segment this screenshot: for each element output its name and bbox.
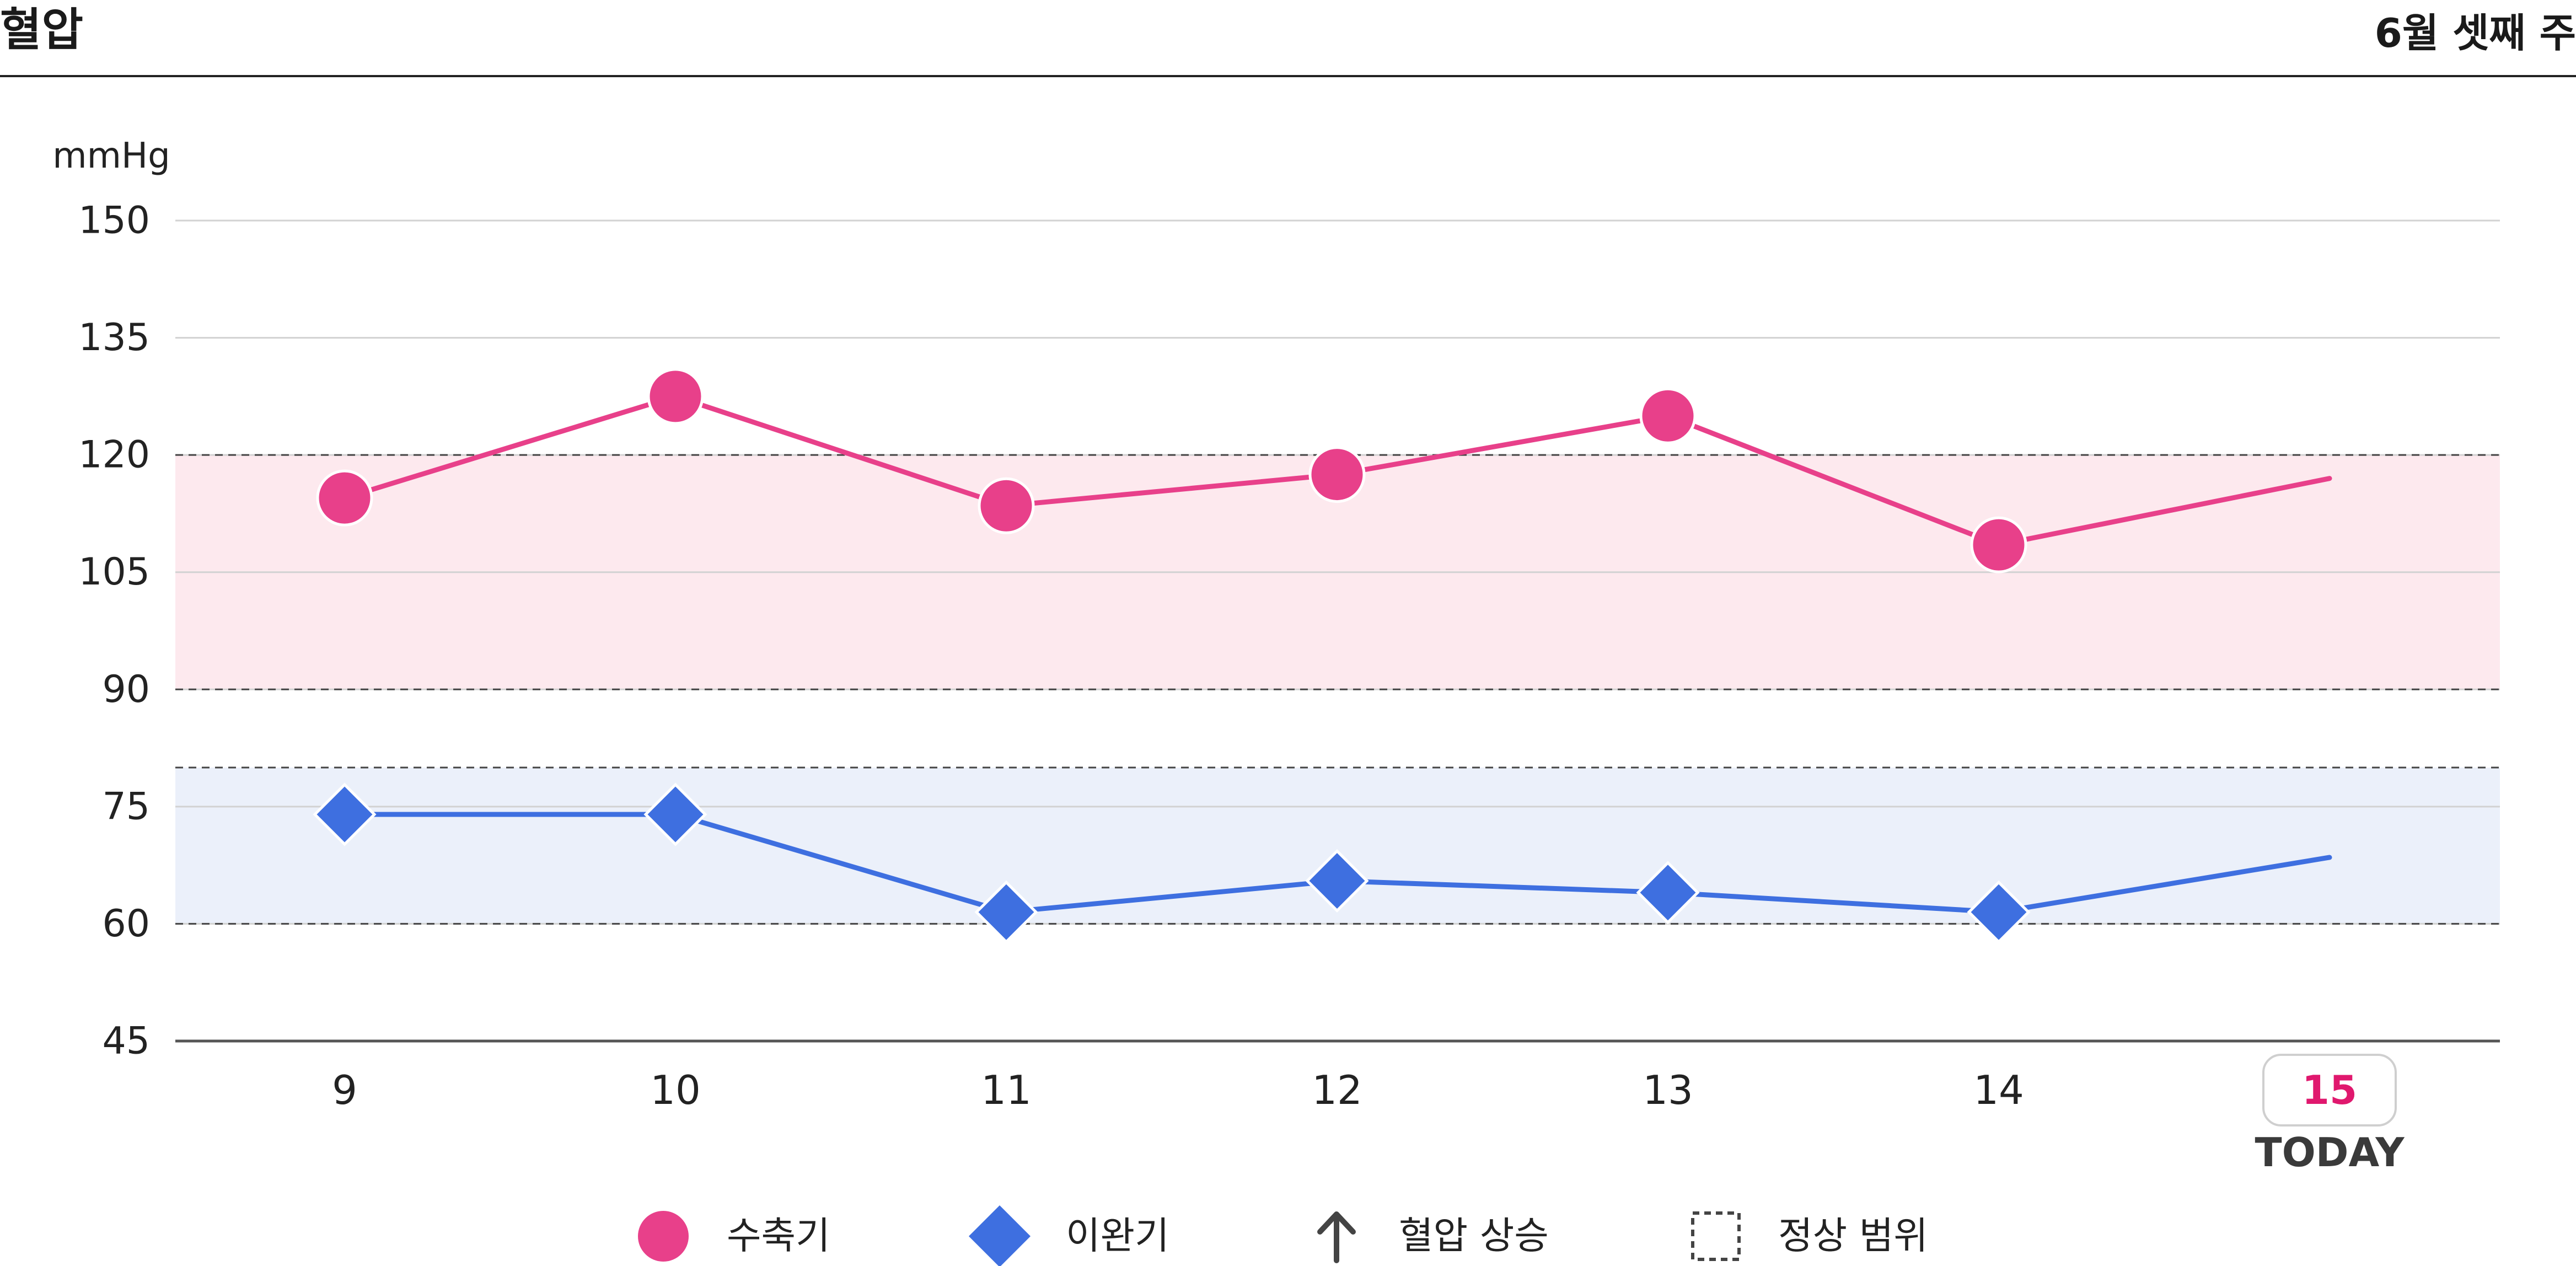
week-label: 6월 셋째 주 [2374, 10, 2576, 56]
legend-dashed-box-icon [1691, 1211, 1741, 1261]
unit-label: mmHg [52, 136, 170, 176]
y-tick-label: 135 [78, 316, 150, 360]
diastolic-point [1636, 861, 1700, 925]
systolic-point [647, 368, 704, 425]
legend-circle-icon [638, 1211, 689, 1262]
legend-label: 혈압 상승 [1399, 1215, 1549, 1258]
diastolic-point [313, 782, 377, 846]
x-tick-label: 13 [1643, 1067, 1693, 1113]
systolic-point [1308, 446, 1366, 503]
diastolic-point [1967, 880, 2031, 944]
diastolic-point [643, 782, 707, 846]
legend-label: 정상 범위 [1778, 1215, 1928, 1258]
y-tick-label: 105 [78, 550, 150, 594]
y-tick-label: 90 [102, 668, 150, 711]
legend-label: 이완기 [1066, 1215, 1169, 1258]
x-tick-label: 10 [650, 1067, 701, 1113]
diastolic-point [974, 880, 1038, 944]
y-tick-label: 45 [102, 1020, 150, 1063]
x-tick-label: 12 [1312, 1067, 1362, 1113]
x-tick-label: 9 [332, 1067, 357, 1113]
y-tick-label: 150 [78, 199, 150, 243]
systolic-point [1639, 387, 1697, 444]
x-tick-label-today: 15 [2302, 1067, 2357, 1113]
header: 혈압 6월 셋째 주 [0, 0, 2576, 77]
legend-label: 수축기 [727, 1215, 830, 1258]
today-label: TODAY [2255, 1129, 2405, 1176]
page-title: 혈압 [0, 4, 83, 56]
x-tick-label: 14 [1973, 1067, 2024, 1113]
systolic-point [978, 477, 1035, 534]
systolic-point [1970, 516, 2027, 573]
x-tick-label: 11 [981, 1067, 1032, 1113]
y-tick-label: 120 [78, 433, 150, 477]
diastolic-point [1305, 849, 1369, 913]
blood-pressure-chart: 45 60 75 90 105 120 135 150 mmHg 9 10 11 12 13 14 15 TOD… [52, 136, 2500, 1266]
legend-arrow-up-icon [1317, 1211, 1356, 1263]
y-tick-label: 75 [102, 785, 150, 828]
today-badge [2262, 1054, 2397, 1126]
y-tick-label: 60 [102, 902, 150, 946]
legend-diamond-icon [969, 1205, 1031, 1266]
systolic-point [316, 469, 373, 527]
